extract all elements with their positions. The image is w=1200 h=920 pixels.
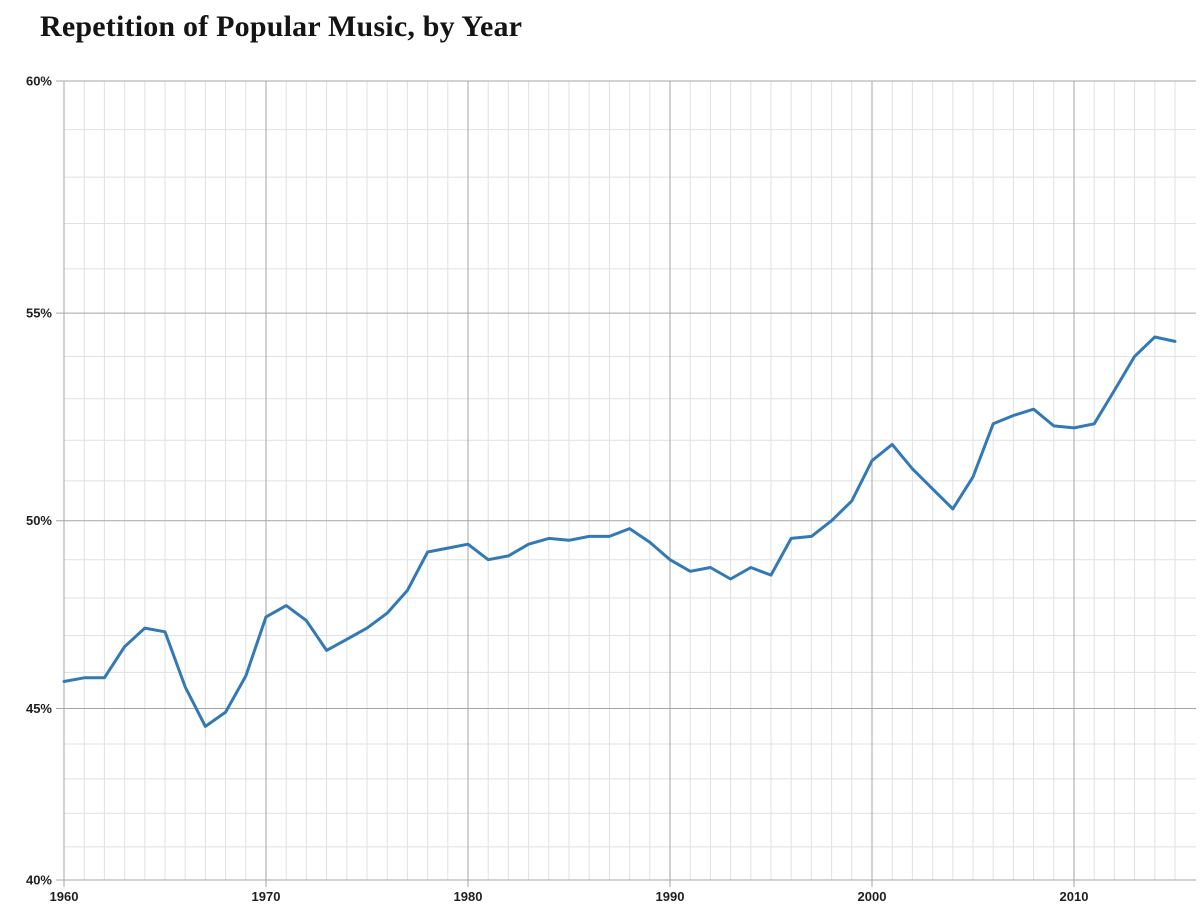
x-tick-label: 1990 (656, 889, 685, 904)
x-tick-label: 2010 (1060, 889, 1089, 904)
x-tick-label: 1980 (454, 889, 483, 904)
x-tick-label: 1970 (252, 889, 281, 904)
y-tick-label: 60% (26, 74, 52, 89)
y-tick-label: 40% (26, 873, 52, 888)
y-tick-label: 45% (26, 701, 52, 716)
data-line (62, 335, 1177, 728)
x-tick-label: 1960 (50, 889, 79, 904)
chart-title: Repetition of Popular Music, by Year (40, 10, 523, 43)
y-tick-label: 55% (26, 306, 52, 321)
y-tick-label: 50% (26, 513, 52, 528)
x-tick-label: 2000 (858, 889, 887, 904)
